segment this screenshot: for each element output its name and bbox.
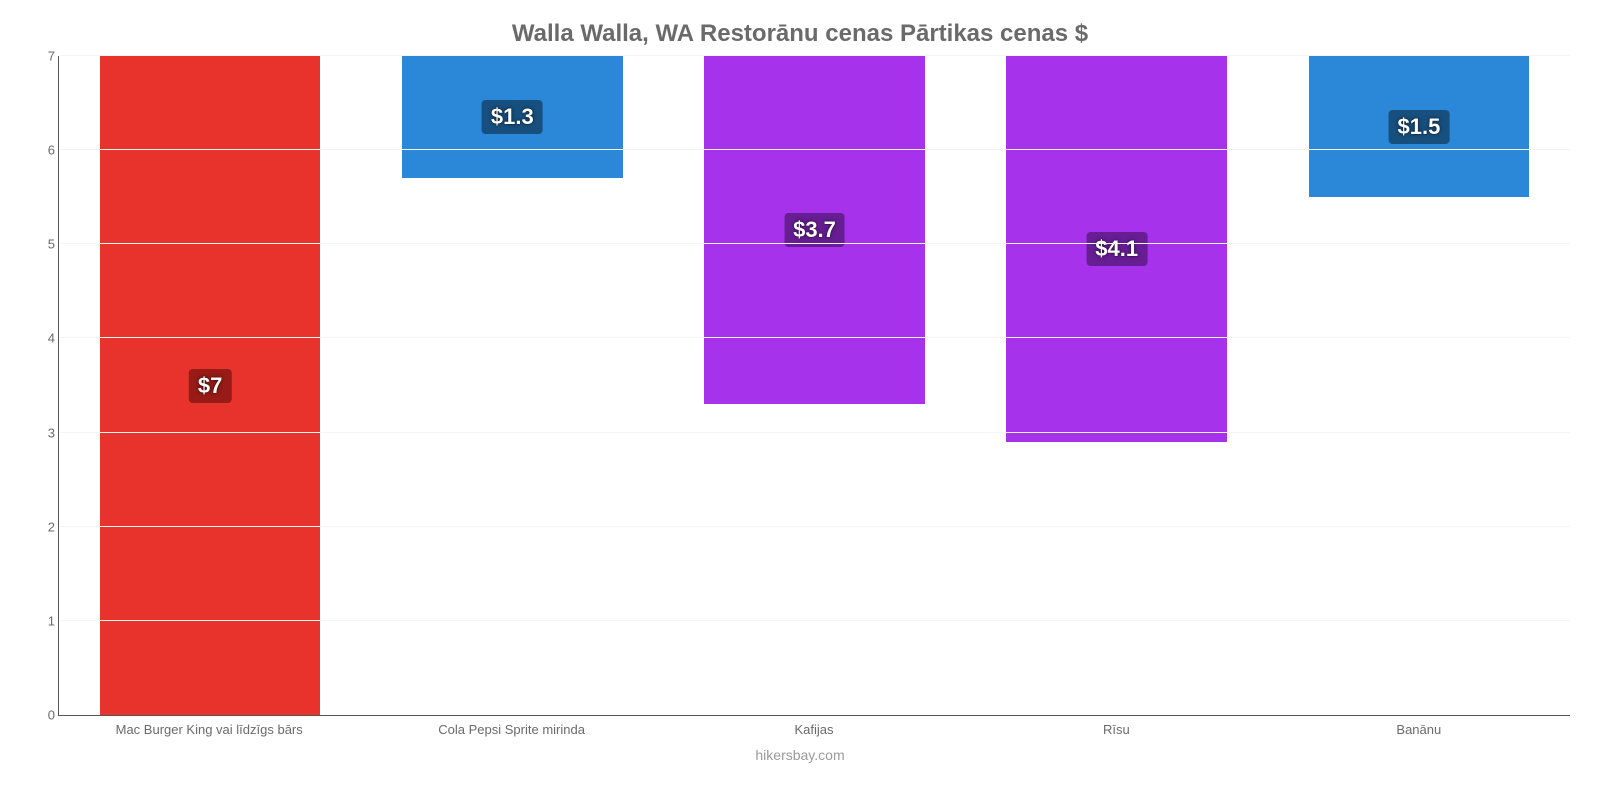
x-axis-label: Rīsu [965,716,1267,737]
bar-slot: $3.7 [663,56,965,715]
y-tick-label: 6 [37,143,55,158]
y-tick-label: 2 [37,519,55,534]
plot-area: $7$1.3$3.7$4.1$1.5 01234567 [58,56,1570,716]
chart-title: Walla Walla, WA Restorānu cenas Pārtikas… [30,20,1570,48]
value-label: $3.7 [784,213,845,247]
bar: $7 [100,56,321,715]
bar-slot: $1.3 [361,56,663,715]
x-axis-label: Banānu [1268,716,1570,737]
y-tick-label: 1 [37,613,55,628]
x-axis-labels: Mac Burger King vai līdzīgs bārsCola Pep… [58,716,1570,737]
x-axis-label: Cola Pepsi Sprite mirinda [360,716,662,737]
y-tick-label: 3 [37,425,55,440]
y-tick-label: 4 [37,331,55,346]
value-label: $7 [189,369,231,403]
source-label: hikersbay.com [30,747,1570,763]
price-bar-chart: Walla Walla, WA Restorānu cenas Pārtikas… [0,0,1600,800]
x-axis-label: Mac Burger King vai līdzīgs bārs [58,716,360,737]
x-axis-label: Kafijas [663,716,965,737]
bar: $4.1 [1006,56,1227,442]
bars-container: $7 $1.3 $3.7 $4.1 $1.5 [59,56,1570,715]
value-label: $4.1 [1086,232,1147,266]
bar-slot: $4.1 [966,56,1268,715]
value-label: $1.5 [1388,110,1449,144]
bar: $1.5 [1309,56,1530,197]
y-tick-label: 7 [37,49,55,64]
bar-slot: $1.5 [1268,56,1570,715]
bar: $1.3 [402,56,623,178]
y-tick-label: 0 [37,708,55,723]
y-tick-label: 5 [37,237,55,252]
bar: $3.7 [704,56,925,404]
bar-slot: $7 [59,56,361,715]
value-label: $1.3 [482,100,543,134]
